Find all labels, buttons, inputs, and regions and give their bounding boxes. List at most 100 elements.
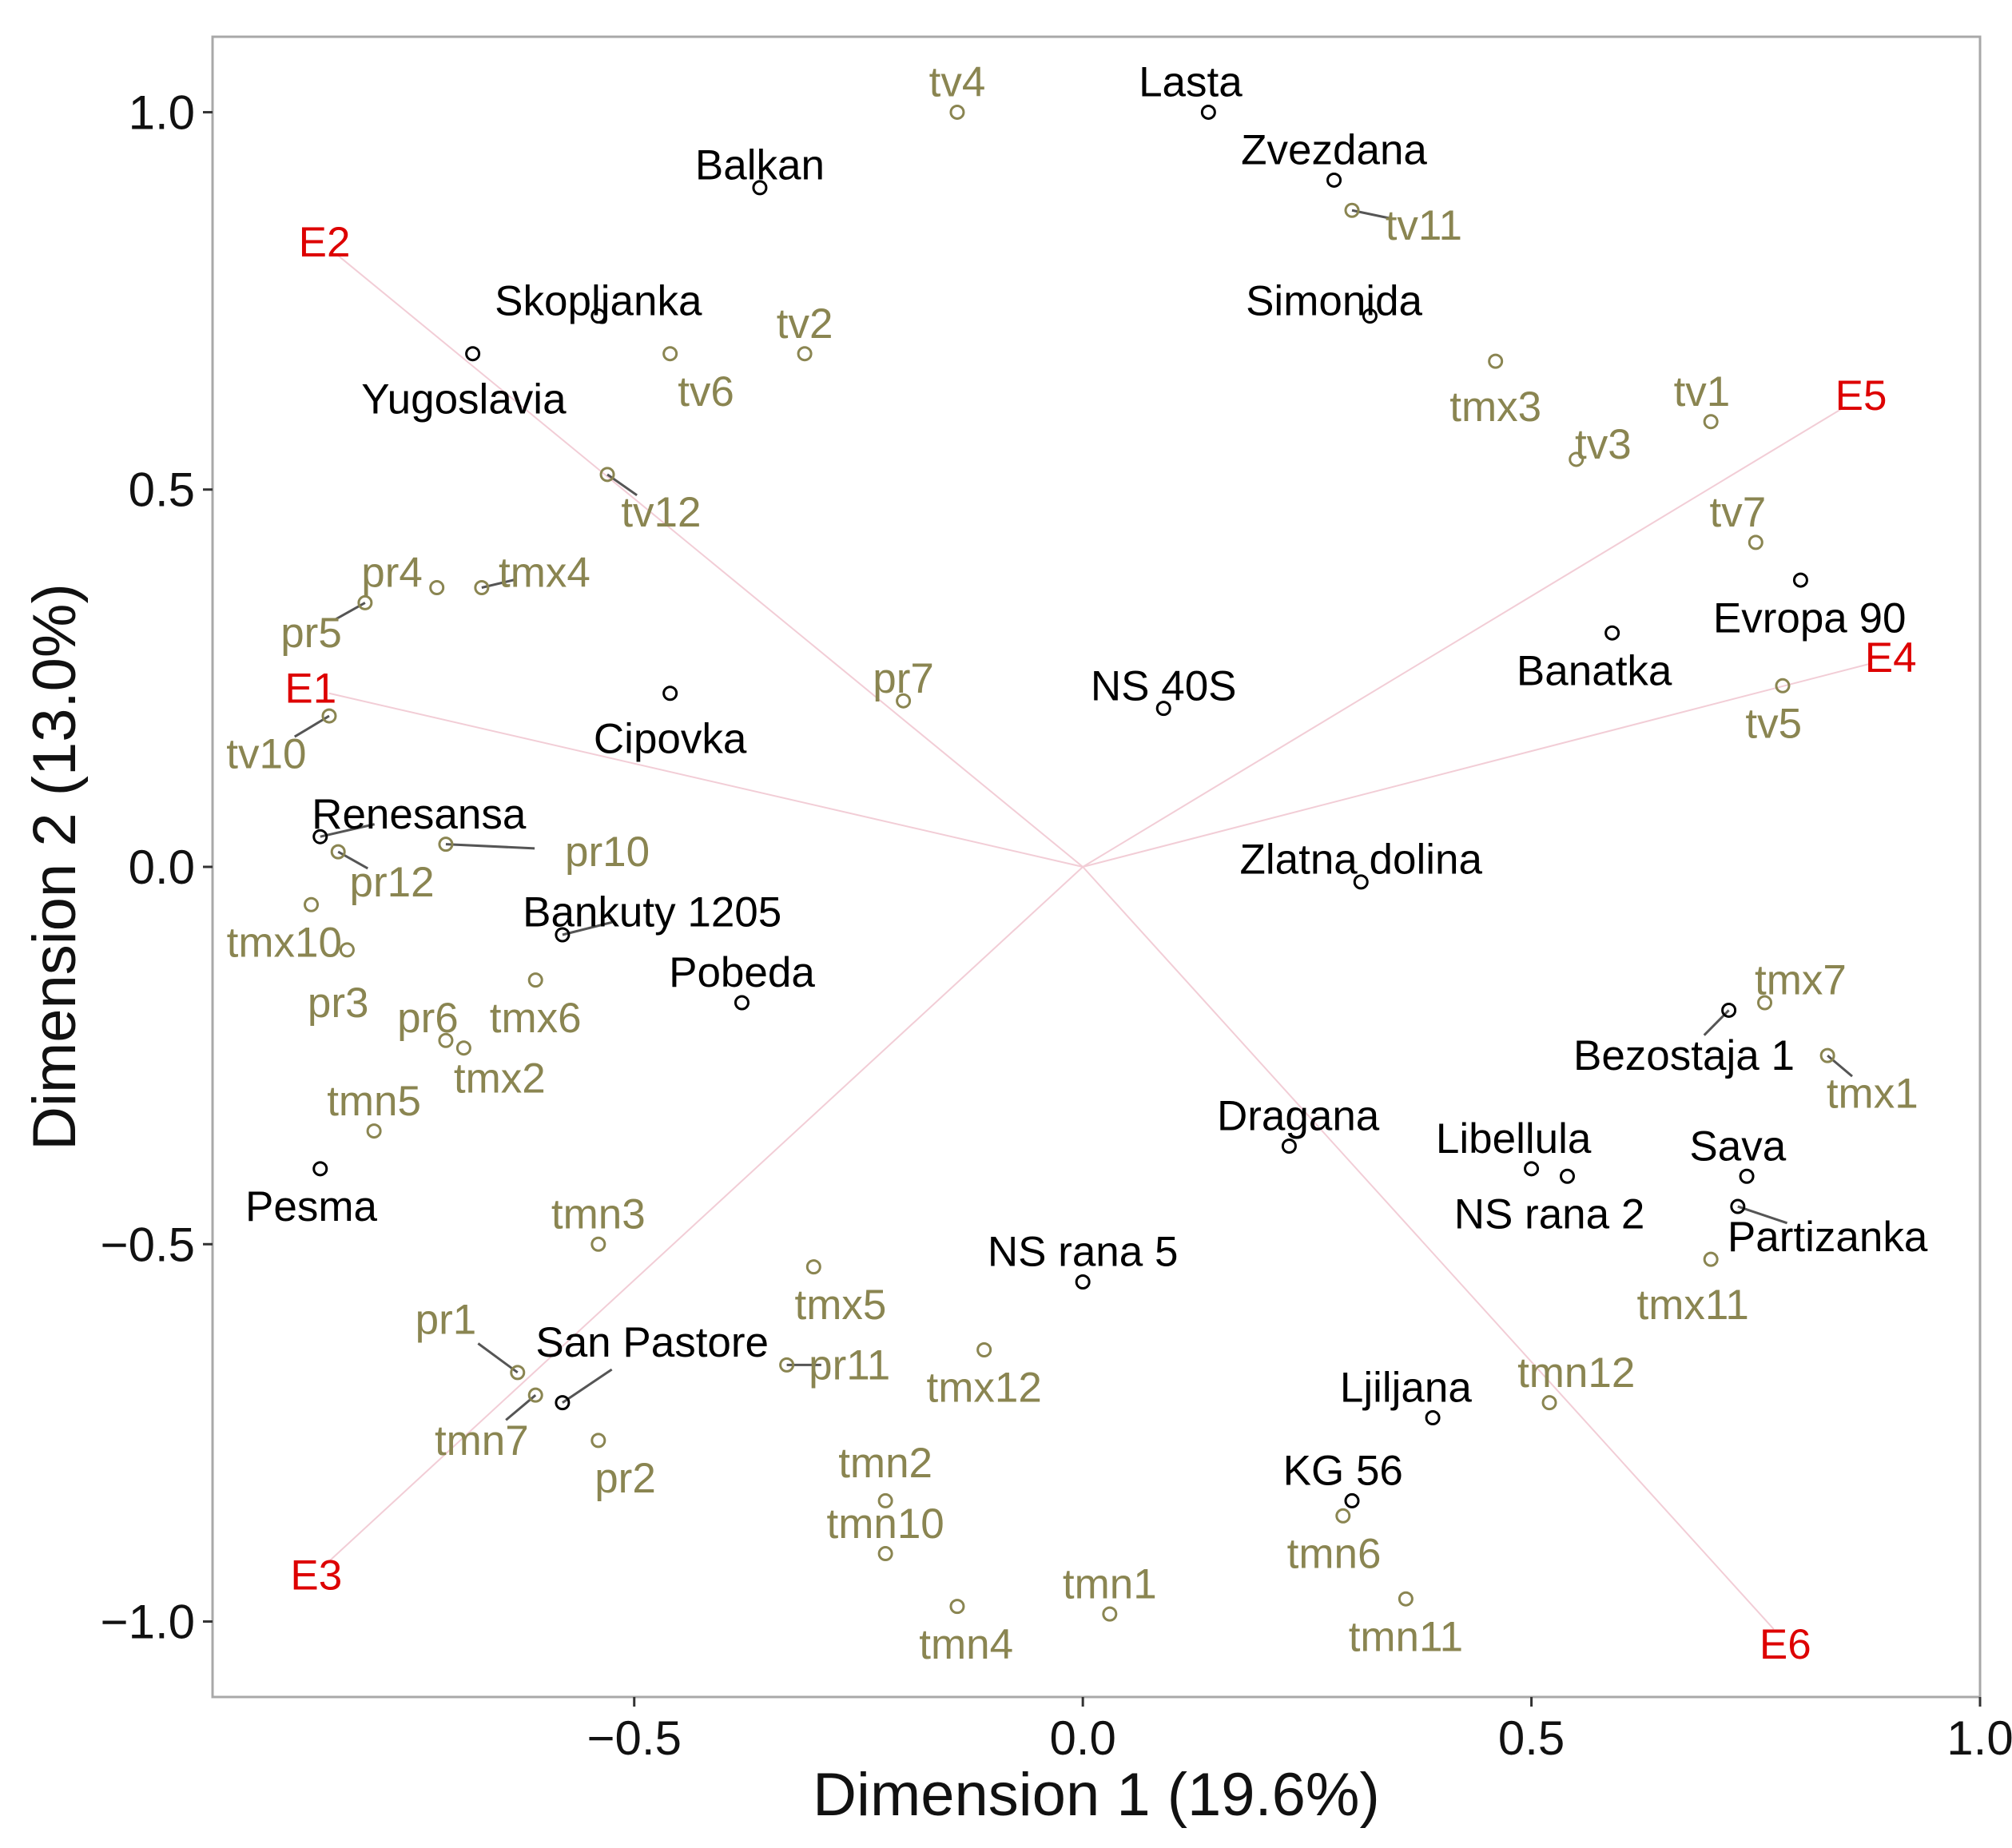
point-kg-56	[1344, 1492, 1360, 1508]
label-tv11: tv11	[1386, 202, 1462, 249]
y-tick-label: −0.5	[101, 1218, 195, 1271]
environment-vectors: E1 E2 E3 E4 E5 E6	[284, 219, 1916, 1668]
point-tv12	[599, 467, 615, 483]
point-tmn12	[1541, 1395, 1557, 1411]
point-tv11	[1344, 202, 1360, 218]
label-tmx4: tmx4	[499, 550, 590, 597]
label-tmx1: tmx1	[1827, 1070, 1919, 1117]
label-tmn5: tmn5	[327, 1078, 421, 1125]
label-tmn11: tmn11	[1349, 1613, 1463, 1660]
label-tmx2: tmx2	[454, 1055, 546, 1102]
point-tv2	[797, 346, 813, 362]
label-ns-rana-2: NS rana 2	[1454, 1190, 1645, 1238]
point-tv5	[1775, 678, 1791, 693]
label-zlatna-dolina: Zlatna dolina	[1239, 837, 1482, 884]
point-pobeda	[734, 995, 750, 1011]
env-vector-e3	[328, 866, 1084, 1562]
point-pesma	[312, 1161, 328, 1177]
connector-san-pastore	[562, 1368, 613, 1404]
label-ns-40s: NS 40S	[1091, 662, 1237, 709]
label-zvezdana: Zvezdana	[1241, 127, 1427, 174]
point-labels: Lasta Balkan Zvezdana Skopljanka Simonida Yug…	[226, 59, 1928, 1668]
point-tv3	[1569, 451, 1585, 467]
env-label-e5: E5	[1835, 372, 1887, 419]
env-label-e1: E1	[284, 665, 336, 712]
label-evropa-90: Evropa 90	[1713, 594, 1907, 642]
label-bezostaja-1: Bezostaja 1	[1573, 1032, 1795, 1079]
y-axis-title: Dimension 2 (13.0%)	[21, 583, 89, 1151]
point-ns-rana-5	[1075, 1274, 1091, 1290]
point-bezostaja-1	[1721, 1002, 1737, 1018]
point-tv6	[662, 346, 678, 362]
label-cipovka: Cipovka	[594, 715, 747, 762]
point-dragana	[1281, 1138, 1297, 1154]
point-yugoslavia	[465, 346, 481, 362]
point-pr5	[357, 594, 373, 610]
label-balkan: Balkan	[695, 142, 825, 189]
y-tick-label: −1.0	[101, 1596, 195, 1649]
label-tmn6: tmn6	[1287, 1531, 1382, 1578]
label-skopljanka: Skopljanka	[495, 278, 702, 325]
point-pr3	[339, 942, 355, 958]
y-tick-label: 1.0	[129, 85, 195, 139]
point-bankuty-1205	[555, 927, 571, 943]
point-tmx11	[1703, 1251, 1719, 1267]
x-tick-label: 0.0	[1049, 1711, 1115, 1765]
label-simonida: Simonida	[1246, 278, 1422, 325]
point-tmx10	[304, 896, 320, 912]
label-sava: Sava	[1689, 1123, 1786, 1170]
point-tmn11	[1398, 1591, 1414, 1607]
label-tv10: tv10	[226, 730, 306, 777]
point-ns-40s	[1155, 701, 1171, 717]
point-pr4	[429, 580, 445, 596]
point-tmn5	[366, 1123, 382, 1139]
point-tmx2	[455, 1040, 471, 1056]
label-pr11: pr11	[809, 1341, 890, 1389]
point-pr7	[896, 693, 912, 709]
x-axis-title: Dimension 1 (19.6%)	[813, 1761, 1380, 1829]
env-vector-e4	[1082, 662, 1873, 868]
label-pr6: pr6	[397, 995, 459, 1042]
point-banatka	[1604, 625, 1620, 641]
label-bankuty-1205: Bankuty 1205	[523, 889, 781, 936]
connector-pr10	[445, 843, 535, 850]
point-ljiljana	[1425, 1410, 1441, 1426]
point-pr1	[510, 1365, 526, 1381]
label-partizanka: Partizanka	[1728, 1214, 1928, 1261]
label-tmx10: tmx10	[227, 919, 342, 966]
label-tv2: tv2	[777, 300, 833, 348]
point-tmx1	[1819, 1047, 1835, 1063]
env-vector-e6	[1082, 866, 1775, 1630]
connector-renesansa	[320, 823, 376, 838]
label-tmn2: tmn2	[838, 1440, 932, 1487]
label-tmn4: tmn4	[919, 1621, 1013, 1668]
point-tv10	[321, 708, 337, 724]
label-san-pastore: San Pastore	[535, 1319, 769, 1366]
point-skopljanka	[590, 308, 606, 324]
label-kg-56: KG 56	[1283, 1448, 1403, 1495]
label-tv5: tv5	[1745, 701, 1802, 748]
label-tv1: tv1	[1674, 368, 1731, 415]
label-pr12: pr12	[350, 859, 435, 906]
label-banatka: Banatka	[1517, 647, 1672, 694]
label-tmn1: tmn1	[1063, 1560, 1157, 1608]
point-tv4	[949, 104, 965, 120]
point-pr10	[438, 837, 454, 852]
axes: −0.5 0.0 0.5 1.0 1.0 0.5 0.0 −0.5 −1.0	[101, 85, 2012, 1765]
label-tv12: tv12	[621, 489, 701, 536]
point-cipovka	[662, 686, 678, 701]
point-pr11	[779, 1357, 795, 1373]
label-tmx3: tmx3	[1449, 384, 1541, 431]
label-pr10: pr10	[565, 829, 650, 876]
point-tmx4	[474, 580, 490, 596]
point-ns-rana-2	[1559, 1168, 1575, 1184]
label-lasta: Lasta	[1139, 59, 1243, 106]
point-evropa-90	[1792, 572, 1808, 588]
point-tmn7	[527, 1387, 543, 1403]
point-renesansa	[312, 829, 328, 845]
point-libellula	[1524, 1161, 1540, 1177]
label-tmn10: tmn10	[826, 1500, 944, 1548]
point-tmn1	[1102, 1606, 1118, 1622]
